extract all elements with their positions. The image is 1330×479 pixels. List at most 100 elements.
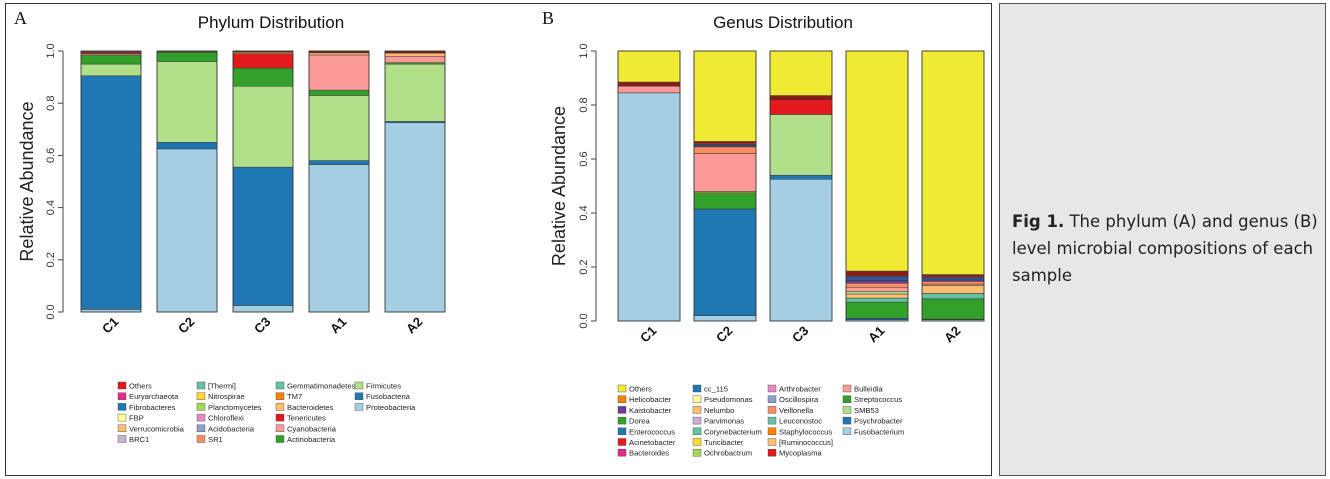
bar-segment-a1-bulleidia: [845, 287, 909, 292]
y-tick-label: 0.6: [45, 148, 57, 163]
figure-caption: Fig 1. The phylum (A) and genus (B) leve…: [1012, 208, 1322, 289]
legend-label: Bacteroides: [629, 449, 669, 458]
legend-swatch: [275, 435, 285, 443]
bar-segment-a1-actinobacteria: [308, 89, 370, 96]
legend-swatch: [617, 449, 627, 457]
legend-swatch: [275, 392, 285, 400]
bar-segment-a2-veillonella: [921, 281, 985, 285]
x-tick-label-c1: C1: [637, 323, 659, 345]
bar-outline-c3: [769, 50, 833, 322]
legend-label: Dorea: [629, 417, 650, 426]
x-tick-label-a2: A2: [941, 323, 963, 345]
bar-segment-a2-streptococcus: [921, 298, 985, 320]
chart-title: Genus Distribution: [713, 13, 853, 32]
legend-label: Staphylococcus: [779, 427, 832, 436]
bar-segment-c2-actinobacteria: [156, 52, 218, 62]
legend-swatch: [767, 406, 777, 414]
legend-label: Euryarchaeota: [129, 392, 179, 401]
legend-label: Turicibacter: [704, 438, 744, 447]
legend-label: Verrucomicrobia: [129, 424, 185, 433]
x-tick-label-c3: C3: [789, 323, 811, 345]
legend-swatch: [767, 449, 777, 457]
legend-label: Parvimonas: [704, 417, 744, 426]
legend-label: BRC1: [129, 435, 149, 444]
bar-segment-c3-actinobacteria: [232, 67, 294, 87]
bar-segment-a1-proteobacteria: [308, 164, 370, 313]
legend-label: Leuconostoc: [779, 417, 822, 426]
bar-segment-c2-others: [693, 50, 757, 142]
legend-label: Others: [629, 385, 652, 394]
legend-swatch: [117, 413, 127, 422]
legend-swatch: [767, 395, 777, 403]
bar-segment-c2-psychrobacter: [693, 208, 757, 316]
legend-swatch: [617, 384, 627, 393]
legend-label: Others: [129, 382, 152, 391]
legend-label: Chloroflexi: [208, 414, 244, 423]
legend-swatch: [617, 438, 627, 446]
bar-segment-a2-cc-115: [921, 277, 985, 281]
bar-segment-a2-leuconostoc: [921, 293, 985, 300]
legend-label: Acinetobacter: [629, 438, 676, 447]
bar-outline-c2: [156, 50, 218, 313]
bar-segment-a2-firmicutes: [384, 63, 446, 122]
legend-label: Veillonella: [779, 406, 814, 415]
bar-segment-a1-bacteroidetes: [308, 52, 370, 56]
legend-label: Nelumbo: [704, 406, 734, 415]
legend-swatch: [117, 435, 127, 443]
bar-segment-a1-smb53: [845, 291, 909, 295]
legend-label: Gemmatimonadetes: [287, 382, 356, 391]
legend-swatch: [692, 427, 702, 435]
chart-title: Phylum Distribution: [198, 13, 344, 32]
x-tick-label-a1: A1: [327, 314, 349, 336]
legend-label: Actinobacteria: [287, 435, 336, 444]
legend-label: TM7: [287, 392, 302, 401]
bar-segment-c1-bulleidia: [617, 85, 681, 94]
legend-label: Kaistobacter: [629, 406, 672, 415]
bar-segment-a1-streptococcus: [845, 301, 909, 319]
legend-label: Bacteroidetes: [287, 403, 334, 412]
bar-segment-c1-firmicutes: [80, 63, 142, 77]
x-tick-label-c1: C1: [99, 314, 121, 336]
legend-label: FBP: [129, 414, 144, 423]
y-axis-label: Relative Abundance: [17, 101, 37, 261]
legend-swatch: [617, 406, 627, 414]
legend-swatch: [692, 416, 702, 425]
panel-a-letter: A: [14, 8, 27, 28]
legend-label: Nitrospirae: [208, 392, 245, 401]
legend-label: Planctomycetes: [208, 403, 262, 412]
y-axis-label: Relative Abundance: [549, 106, 569, 266]
y-tick-label: 0.4: [578, 205, 590, 220]
bar-segment-c2-streptococcus: [693, 192, 757, 210]
bar-segment-c1-mycoplasma: [617, 81, 681, 87]
legend-label: Oscillospira: [779, 395, 819, 404]
legend-swatch: [354, 392, 364, 400]
bar-segment-a1-others: [845, 50, 909, 272]
legend-label: cc_115: [704, 385, 728, 394]
y-tick-label: 0.0: [578, 313, 590, 328]
legend-swatch: [767, 438, 777, 446]
legend-swatch: [767, 384, 777, 393]
x-tick-label-a1: A1: [865, 323, 887, 345]
bar-segment-c3-fusobacteria: [232, 166, 294, 306]
legend-swatch: [767, 416, 777, 425]
bar-segment-c2-veillonella: [693, 146, 757, 154]
y-tick-label: 0.6: [578, 151, 590, 166]
legend-swatch: [692, 395, 702, 403]
bar-segment-c3-firmicutes: [232, 85, 294, 168]
genus-distribution-chart: Genus Distribution Relative Abundance 0.0 0…: [549, 13, 985, 458]
bar-segment-c3-acinetobacter: [769, 99, 833, 115]
legend-label: Bulleidia: [854, 385, 883, 394]
legend-swatch: [117, 392, 127, 400]
legend-swatch: [842, 395, 852, 403]
y-tick-label: 1.0: [45, 43, 57, 58]
bar-segment-c2-bulleidia: [693, 153, 757, 192]
legend-label: Acidobacteria: [208, 424, 255, 433]
legend-swatch: [354, 381, 364, 390]
bar-segment-c3-proteobacteria: [232, 305, 294, 313]
legend-label: Ochrobactrum: [704, 449, 752, 458]
legend-label: Fibrobacteres: [129, 403, 176, 412]
legend-swatch: [196, 413, 206, 422]
x-tick-label-c2: C2: [175, 314, 197, 336]
bar-segment-a1-fusobacteria: [308, 160, 370, 165]
legend-swatch: [617, 395, 627, 403]
